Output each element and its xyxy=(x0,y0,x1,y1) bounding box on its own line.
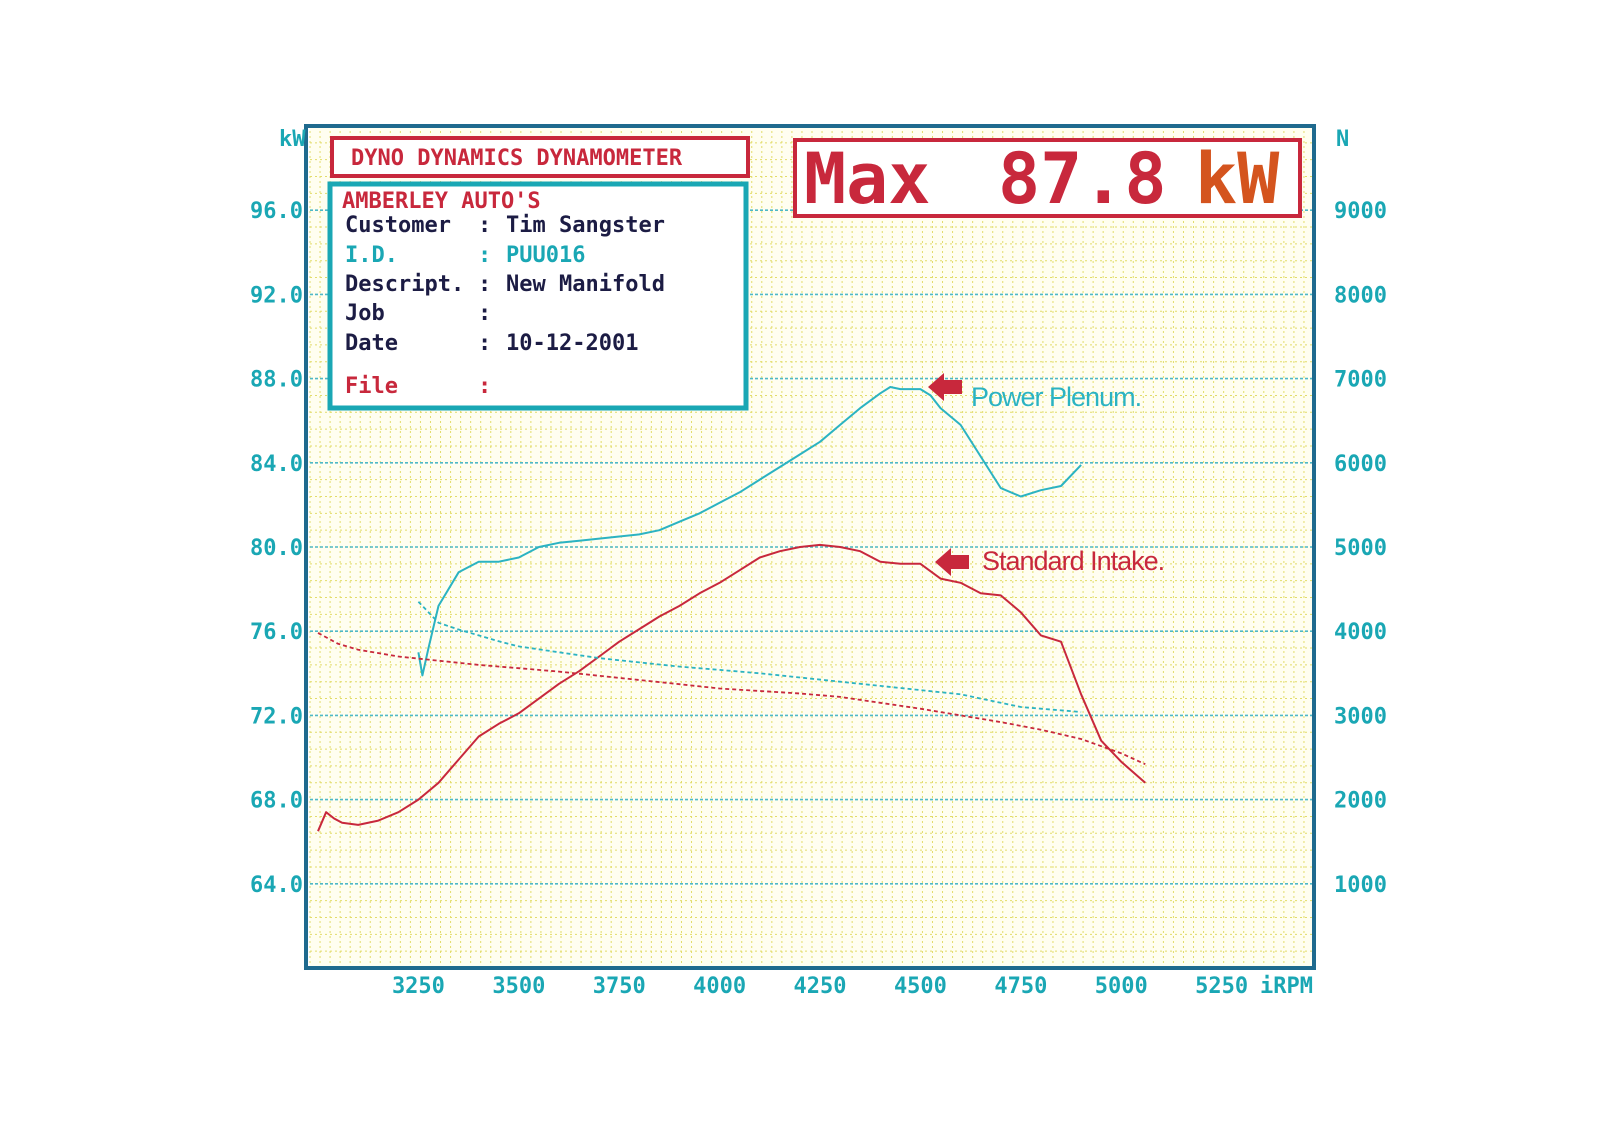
info-value: Tim Sangster xyxy=(506,213,665,238)
left-tick-label: 76.0 xyxy=(250,620,303,645)
info-label: I.D. xyxy=(345,243,398,268)
x-axis-unit: iRPM xyxy=(1260,974,1313,999)
x-tick-label: 3250 xyxy=(392,974,445,999)
x-tick-label: 4750 xyxy=(994,974,1047,999)
right-tick-label: 1000 xyxy=(1334,873,1387,898)
right-tick-label: 8000 xyxy=(1334,283,1387,308)
left-axis-ticks: 96.0 92.0 88.0 84.0 80.0 76.0 72.0 68.0 64.0 xyxy=(250,199,303,898)
info-value: New Manifold xyxy=(506,272,665,297)
right-tick-label: 5000 xyxy=(1334,536,1387,561)
left-tick-label: 88.0 xyxy=(250,368,303,393)
max-label: Max xyxy=(804,138,930,220)
left-tick-label: 72.0 xyxy=(250,704,303,729)
annotation-power-plenum-text: Power Plenum. xyxy=(971,382,1141,412)
series-line-standard-intake-tractive-effort xyxy=(317,632,1146,766)
left-tick-label: 80.0 xyxy=(250,536,303,561)
x-tick-label: 3750 xyxy=(593,974,646,999)
right-tick-label: 9000 xyxy=(1334,199,1387,224)
info-value: 10-12-2001 xyxy=(506,331,638,356)
info-rows: Customer: Tim Sangster I.D.: PUU016 Descript… xyxy=(345,213,665,399)
info-separator: : xyxy=(478,374,491,399)
series-line-power-plenum-tractive-effort xyxy=(417,601,1082,713)
max-unit: kW xyxy=(1195,138,1280,220)
info-separator: : xyxy=(478,243,491,268)
right-axis-unit: N xyxy=(1336,127,1349,152)
x-tick-label: 4000 xyxy=(693,974,746,999)
info-label: File xyxy=(345,374,398,399)
shop-name: AMBERLEY AUTO'S xyxy=(342,189,541,214)
right-axis-ticks: 9000 8000 7000 6000 5000 4000 3000 2000 1000 xyxy=(1334,199,1387,898)
left-tick-label: 92.0 xyxy=(250,283,303,308)
annotation-standard-intake: Standard Intake. xyxy=(935,546,1165,576)
x-axis-ticks: 3250 3500 3750 4000 4250 4500 4750 5000 5250 xyxy=(392,974,1248,999)
info-separator: : xyxy=(478,301,491,326)
title-box xyxy=(330,136,750,178)
x-tick-label: 5000 xyxy=(1095,974,1148,999)
arrow-left-icon xyxy=(935,548,969,576)
arrow-left-icon xyxy=(928,373,962,401)
right-tick-label: 3000 xyxy=(1334,704,1387,729)
max-box xyxy=(793,138,1302,218)
right-tick-label: 2000 xyxy=(1334,789,1387,814)
info-value: PUU016 xyxy=(506,243,585,268)
left-tick-label: 96.0 xyxy=(250,199,303,224)
left-tick-label: 84.0 xyxy=(250,452,303,477)
info-separator: : xyxy=(478,213,491,238)
info-label: Date xyxy=(345,331,398,356)
info-box xyxy=(327,181,749,411)
plot-frame xyxy=(304,124,1316,970)
info-separator: : xyxy=(478,272,491,297)
annotation-power-plenum: Power Plenum. xyxy=(928,373,1142,412)
series-line-standard-intake-power xyxy=(317,543,1146,832)
info-label: Descript. xyxy=(345,272,464,297)
info-label: Job xyxy=(345,301,385,326)
left-axis-unit: kW xyxy=(279,127,306,152)
right-tick-label: 7000 xyxy=(1334,368,1387,393)
x-tick-label: 3500 xyxy=(492,974,545,999)
left-tick-label: 68.0 xyxy=(250,789,303,814)
series-line-power-plenum-power xyxy=(417,386,1082,677)
right-tick-label: 4000 xyxy=(1334,620,1387,645)
x-tick-label: 4250 xyxy=(794,974,847,999)
info-separator: : xyxy=(478,331,491,356)
chart-title: DYNO DYNAMICS DYNAMOMETER xyxy=(351,146,683,171)
max-value: 87.8 xyxy=(998,138,1167,220)
info-label: Customer xyxy=(345,213,451,238)
left-tick-label: 64.0 xyxy=(250,873,303,898)
annotation-standard-intake-text: Standard Intake. xyxy=(982,546,1164,576)
right-tick-label: 6000 xyxy=(1334,452,1387,477)
series-layer xyxy=(317,386,1146,832)
x-tick-label: 4500 xyxy=(894,974,947,999)
x-tick-label: 5250 xyxy=(1195,974,1248,999)
